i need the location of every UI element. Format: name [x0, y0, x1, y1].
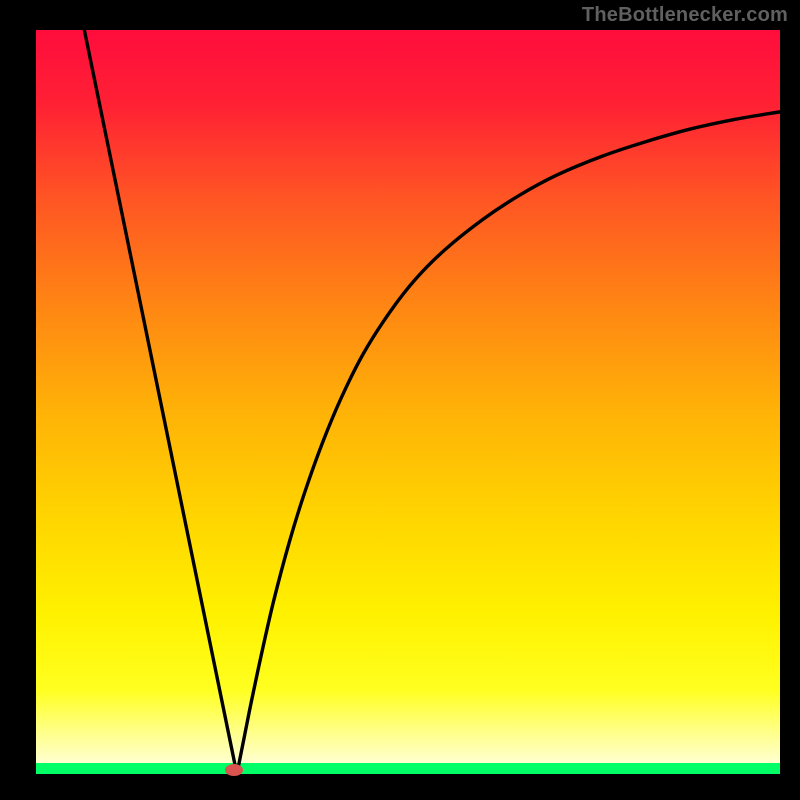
curve-svg: [36, 30, 780, 774]
plot-area: [36, 30, 780, 774]
bottleneck-curve: [84, 30, 780, 774]
attribution-text: TheBottlenecker.com: [582, 4, 788, 27]
chart-container: TheBottlenecker.com: [0, 0, 800, 800]
optimal-point-marker: [225, 764, 243, 776]
